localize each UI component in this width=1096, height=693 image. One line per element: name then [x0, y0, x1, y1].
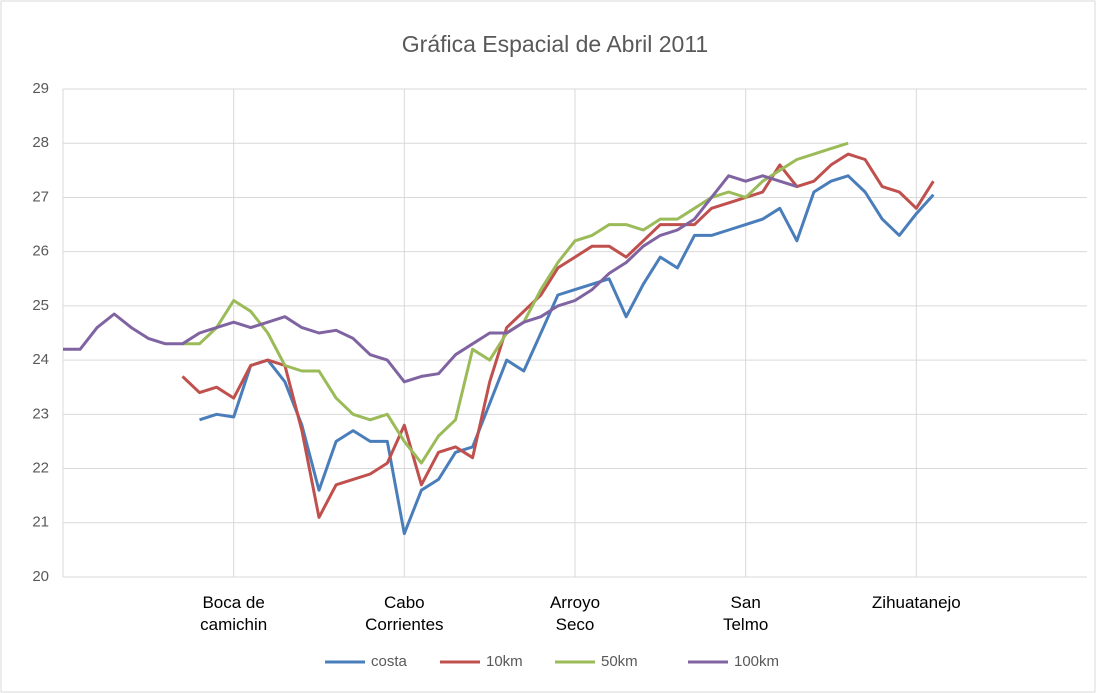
y-tick-label: 23 — [32, 405, 49, 422]
y-tick-label: 26 — [32, 243, 49, 260]
y-tick-label: 24 — [32, 351, 49, 368]
legend-label: 10km — [486, 653, 523, 670]
x-tick-label: Cabo Corrientes — [365, 593, 444, 634]
y-tick-label: 27 — [32, 188, 49, 205]
x-tick-label: Boca de camichin — [200, 593, 268, 634]
y-tick-label: 20 — [32, 568, 49, 585]
series-line — [199, 174, 935, 536]
x-tick-label: San Telmo — [722, 593, 769, 634]
y-tick-label: 25 — [32, 297, 49, 314]
legend-label: costa — [371, 653, 408, 670]
chart-title: Gráfica Espacial de Abril 2011 — [402, 31, 708, 57]
legend-label: 100km — [734, 653, 779, 670]
x-tick-label: Zihuatanejo — [871, 593, 961, 612]
y-tick-label: 29 — [32, 80, 49, 97]
series-line — [63, 174, 798, 384]
y-tick-label: 21 — [32, 514, 49, 531]
legend-label: 50km — [601, 653, 638, 670]
y-tick-label: 28 — [32, 134, 49, 151]
x-tick-label: Arroyo Seco — [549, 593, 601, 634]
series-line — [181, 152, 935, 519]
y-tick-label: 22 — [32, 460, 49, 477]
